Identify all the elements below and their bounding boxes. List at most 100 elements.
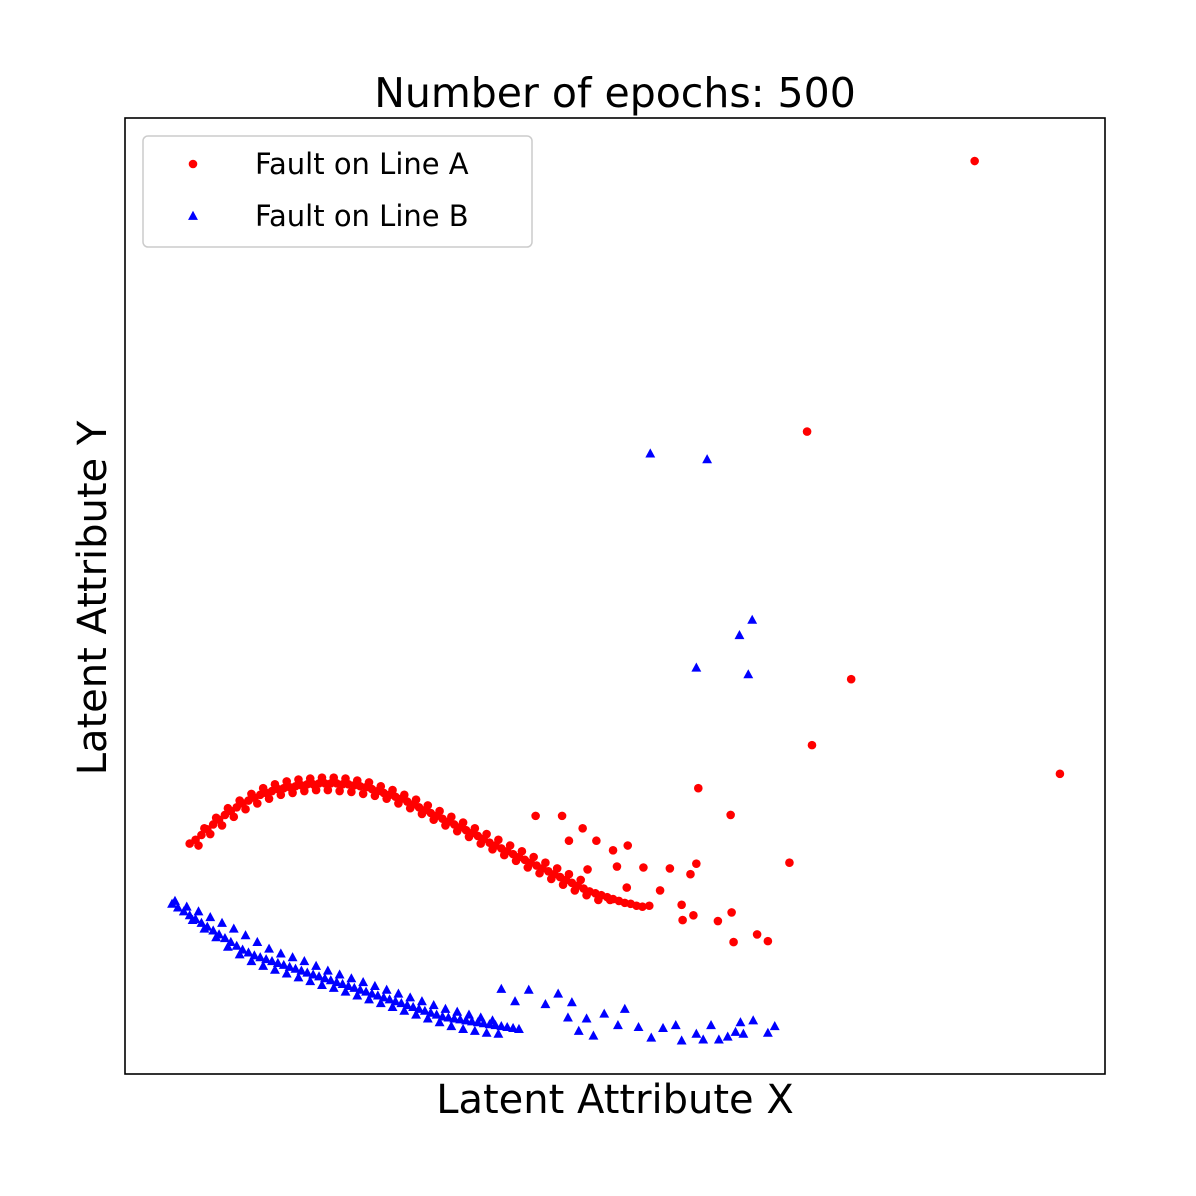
data-point <box>205 829 215 839</box>
data-point <box>743 669 754 679</box>
data-point <box>691 1028 702 1038</box>
data-point <box>231 940 242 950</box>
data-point <box>370 791 380 801</box>
data-point <box>197 830 206 840</box>
data-point <box>287 952 298 962</box>
data-point <box>405 803 415 813</box>
data-point <box>582 890 591 900</box>
data-point <box>670 1020 681 1030</box>
data-point <box>487 1015 498 1025</box>
data-point <box>419 1005 430 1015</box>
data-point <box>494 835 503 845</box>
data-point <box>329 773 339 782</box>
data-point <box>762 1027 773 1037</box>
data-point <box>229 812 239 822</box>
legend-marker-fault-line-a <box>188 159 198 169</box>
data-point <box>337 978 348 989</box>
legend-label-fault-line-b: Fault on Line B <box>255 199 469 233</box>
data-point <box>200 824 209 833</box>
data-point <box>706 1020 716 1030</box>
data-point <box>475 1012 486 1022</box>
data-point <box>541 858 550 868</box>
data-point <box>508 1022 519 1033</box>
data-point <box>311 785 321 795</box>
data-point <box>488 845 497 854</box>
data-point <box>264 943 274 953</box>
data-point <box>466 1016 477 1026</box>
data-point <box>247 789 256 799</box>
data-point <box>319 973 330 983</box>
data-point <box>511 856 521 866</box>
data-point <box>608 845 618 855</box>
data-point <box>452 1006 463 1016</box>
data-point <box>211 932 222 942</box>
data-point <box>311 960 322 970</box>
plot-points <box>167 156 1065 1045</box>
data-point <box>234 949 245 959</box>
data-point <box>211 813 221 823</box>
data-point <box>364 994 374 1004</box>
data-point <box>564 869 574 879</box>
data-point <box>325 975 336 985</box>
data-point <box>726 810 735 820</box>
data-point <box>970 156 979 166</box>
data-point <box>317 773 327 782</box>
data-point <box>622 883 632 892</box>
data-point <box>282 777 292 786</box>
data-point <box>384 994 395 1004</box>
legend-box <box>142 135 533 248</box>
data-point <box>505 841 515 850</box>
data-point <box>341 774 350 783</box>
data-point <box>540 999 551 1009</box>
data-point <box>576 875 585 885</box>
data-point <box>578 824 587 833</box>
data-point <box>217 821 227 830</box>
data-point <box>276 790 286 800</box>
data-point <box>322 965 333 975</box>
data-point <box>472 1017 483 1027</box>
data-point <box>228 923 239 933</box>
data-point <box>713 1034 724 1044</box>
data-point <box>553 988 564 998</box>
data-point <box>223 803 233 813</box>
data-point <box>692 859 701 868</box>
data-point <box>299 955 310 966</box>
data-point <box>417 996 427 1006</box>
data-point <box>478 1018 489 1028</box>
data-point <box>605 895 615 905</box>
data-point <box>689 911 698 920</box>
data-point <box>686 869 695 879</box>
data-point <box>347 787 356 797</box>
data-point <box>599 1008 610 1018</box>
data-point <box>434 1017 445 1027</box>
data-point <box>302 967 313 977</box>
data-point <box>281 968 292 978</box>
data-point <box>747 614 758 624</box>
data-point <box>423 801 433 810</box>
data-point <box>181 901 192 911</box>
y-axis-label: Latent Attribute Y <box>70 420 116 775</box>
data-point <box>272 957 283 968</box>
legend-marker-symbol <box>188 159 198 169</box>
legend-marker-fault-line-b <box>188 210 198 220</box>
data-point <box>481 1027 492 1037</box>
data-point <box>293 972 304 982</box>
data-point <box>763 936 773 946</box>
data-point <box>645 448 656 458</box>
plot-area-frame <box>124 117 1106 1075</box>
data-point <box>441 821 450 830</box>
data-point <box>246 955 257 966</box>
data-point <box>496 983 507 993</box>
data-point <box>570 886 580 895</box>
data-point <box>252 936 263 946</box>
data-point <box>619 1003 630 1013</box>
data-point <box>222 941 233 951</box>
data-point <box>558 880 568 890</box>
series-fault-line-b <box>167 448 780 1045</box>
data-point <box>417 809 427 819</box>
data-point <box>646 1032 657 1042</box>
data-point <box>493 1028 504 1038</box>
data-point <box>314 971 324 981</box>
data-point <box>730 1026 741 1036</box>
legend: Fault on Line A Fault on Line B <box>142 135 533 248</box>
